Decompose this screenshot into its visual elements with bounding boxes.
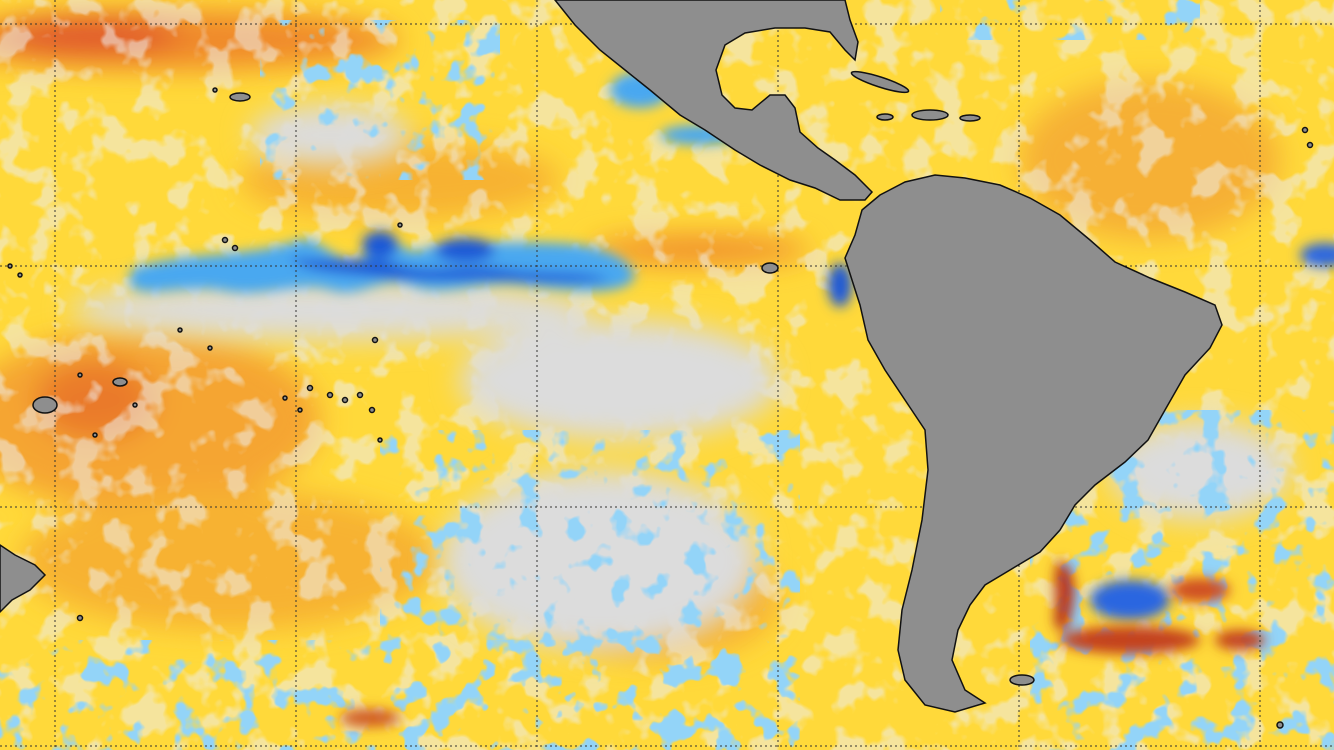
new-zealand: [0, 544, 47, 614]
land: [0, 0, 1314, 729]
north-central-america: [554, 0, 874, 201]
south-america: [844, 174, 1223, 713]
strong-warm-anomalies: [340, 560, 1265, 727]
islands: [7, 70, 1314, 729]
